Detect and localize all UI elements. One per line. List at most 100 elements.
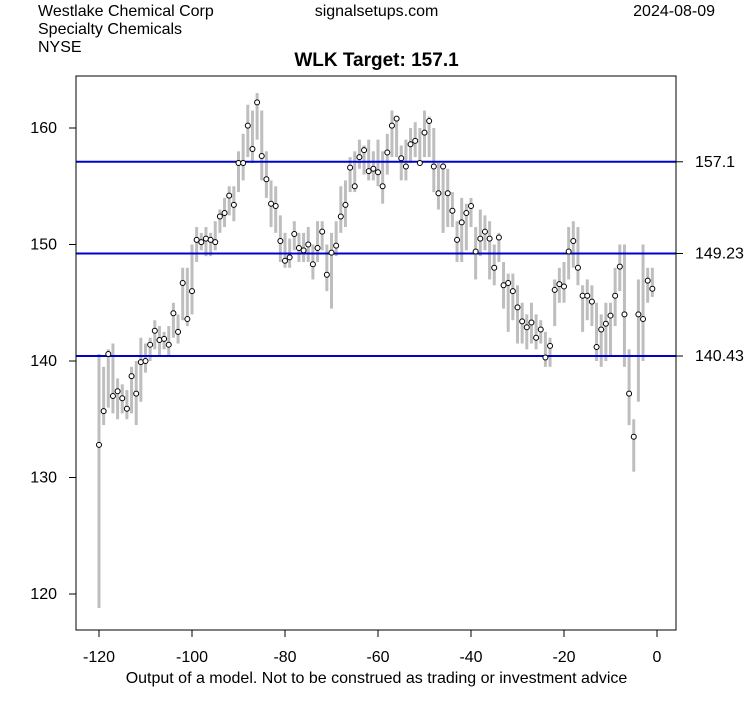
close-point <box>165 341 172 348</box>
close-point <box>440 163 447 170</box>
close-point <box>309 261 316 268</box>
x-tick-label: -60 <box>366 649 389 666</box>
close-point <box>584 292 591 299</box>
close-point <box>509 288 516 295</box>
close-point <box>151 327 158 334</box>
close-point <box>458 219 465 226</box>
close-point <box>328 249 335 256</box>
close-point <box>365 168 372 175</box>
close-point <box>342 201 349 208</box>
close-point <box>547 342 554 349</box>
close-point <box>221 210 228 217</box>
target-label: 149.23 <box>695 245 744 262</box>
x-tick-label: -120 <box>83 649 115 666</box>
close-point <box>533 334 540 341</box>
x-tick-label: -100 <box>176 649 208 666</box>
close-point <box>109 392 116 399</box>
exchange-label: NYSE <box>38 39 82 56</box>
close-point <box>561 283 567 290</box>
close-point <box>463 210 470 217</box>
close-point <box>295 244 302 251</box>
close-point <box>96 441 102 448</box>
chart-title: WLK Target: 157.1 <box>294 50 459 71</box>
close-point <box>402 163 409 170</box>
close-point <box>626 390 633 397</box>
close-point <box>128 373 135 380</box>
x-tick-label: 0 <box>653 649 662 666</box>
close-point <box>588 298 595 305</box>
x-tick-label: -20 <box>552 649 575 666</box>
close-point <box>551 286 558 293</box>
close-point <box>528 319 535 326</box>
close-point <box>249 145 256 152</box>
close-point <box>537 326 544 333</box>
close-point <box>319 228 326 235</box>
close-point <box>649 285 656 292</box>
close-point <box>114 388 121 395</box>
close-point <box>416 159 423 166</box>
close-point <box>277 238 284 245</box>
close-point <box>356 154 363 161</box>
close-point <box>268 200 275 207</box>
close-point <box>598 326 605 333</box>
close-point <box>426 118 433 125</box>
close-point <box>142 358 149 364</box>
close-point <box>407 141 414 148</box>
close-point <box>384 149 391 156</box>
close-point <box>412 137 419 144</box>
close-point <box>556 281 563 288</box>
close-point <box>351 183 358 190</box>
range-bars <box>97 93 654 608</box>
site-name: signalsetups.com <box>314 3 439 20</box>
close-point <box>500 282 507 289</box>
close-point <box>198 239 205 246</box>
disclaimer-text: Output of a model. Not to be construed a… <box>125 670 628 687</box>
close-point <box>100 408 107 415</box>
close-point <box>291 231 298 238</box>
report-date: 2024-08-09 <box>633 3 715 20</box>
close-point <box>258 152 265 159</box>
close-point <box>286 254 293 261</box>
x-tick-label: -40 <box>459 649 482 666</box>
close-point <box>565 248 572 255</box>
close-point <box>184 316 191 323</box>
close-point <box>607 312 614 319</box>
close-point <box>240 159 247 166</box>
close-point <box>542 354 549 361</box>
close-point <box>263 176 270 183</box>
close-point <box>635 311 642 318</box>
close-point <box>523 324 530 331</box>
close-point <box>630 433 637 440</box>
company-name: Westlake Chemical Corp <box>38 3 214 20</box>
close-point <box>282 257 288 264</box>
close-point <box>435 190 442 197</box>
close-point <box>147 341 154 348</box>
close-point <box>119 395 126 402</box>
close-point <box>393 115 400 122</box>
close-point <box>514 304 521 311</box>
close-point <box>333 242 340 249</box>
close-point <box>123 405 130 412</box>
close-point <box>337 213 344 220</box>
close-point <box>477 235 484 242</box>
y-tick-label: 160 <box>30 120 57 137</box>
close-point <box>481 228 488 235</box>
close-point <box>189 288 195 295</box>
close-point <box>612 292 619 299</box>
close-point <box>640 316 647 323</box>
close-point <box>133 390 140 397</box>
close-point <box>616 263 623 270</box>
close-point <box>430 163 437 170</box>
sector-label: Specialty Chemicals <box>38 21 183 38</box>
close-point <box>644 277 651 284</box>
close-point <box>621 311 628 318</box>
close-point <box>574 264 581 271</box>
close-point <box>305 241 312 248</box>
close-point <box>323 271 330 278</box>
close-point <box>272 203 279 210</box>
close-point <box>468 203 474 210</box>
close-point <box>244 122 251 129</box>
close-point <box>421 129 428 136</box>
target-levels: 157.1 149.23 140.43 <box>76 154 744 365</box>
close-point <box>491 264 498 271</box>
